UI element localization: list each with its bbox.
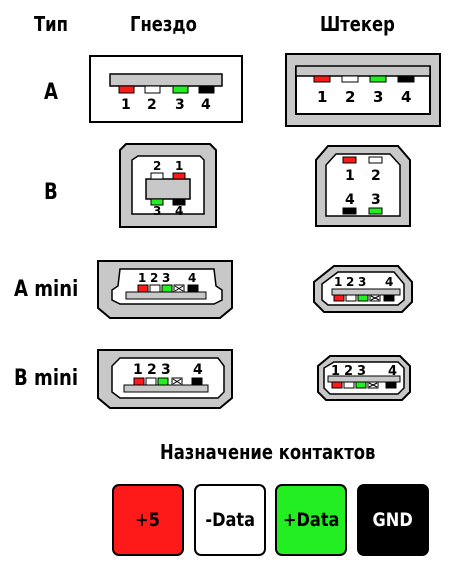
pin-number: 3 — [175, 97, 185, 113]
pin-1 — [333, 294, 345, 302]
pin-4 — [187, 284, 199, 293]
pin-number: 3 — [371, 192, 381, 208]
pin-number: 1 — [175, 159, 183, 173]
usb-b-socket: 2 1 3 4 — [119, 143, 217, 228]
usb-a-plug: 1 2 3 4 — [285, 53, 441, 127]
usb-a-socket: 1 2 3 4 — [89, 55, 243, 123]
pin-1 — [331, 381, 343, 389]
pin-4 — [342, 207, 357, 215]
pin-number: 4 — [388, 364, 397, 379]
pin-2 — [341, 75, 359, 83]
pin-2 — [368, 156, 383, 164]
pin-number: 4 — [401, 88, 411, 106]
pin-number: 2 — [147, 97, 157, 113]
legend-label-minus-data: -Data — [205, 509, 255, 531]
usb-a-mini-plug: 1 2 3 4 — [313, 265, 413, 313]
pin-number: 4 — [201, 97, 211, 113]
pin-number: 1 — [121, 97, 131, 113]
pin-2 — [345, 294, 357, 302]
pin-1 — [313, 75, 331, 83]
pin-1 — [172, 172, 186, 180]
legend-swatch-plus-data: +Data — [275, 484, 347, 556]
pin-4 — [172, 198, 186, 206]
pin-number: 2 — [344, 364, 353, 379]
pin-2 — [150, 172, 164, 180]
pin-3 — [172, 85, 189, 94]
legend-label-plus5: +5 — [135, 509, 161, 531]
pin-1 — [137, 284, 149, 293]
usb-b-plug: 1 2 4 3 — [315, 145, 411, 227]
pin-number: 4 — [175, 204, 183, 218]
pin-1 — [342, 156, 357, 164]
pin-3 — [355, 381, 367, 389]
pin-4 — [397, 75, 415, 83]
legend-label-plus-data: +Data — [282, 509, 340, 531]
row-label-b: B — [44, 180, 58, 205]
pin-2 — [149, 284, 161, 293]
pin-number: 1 — [331, 364, 340, 379]
legend-swatch-minus-data: -Data — [194, 484, 266, 556]
pin-2 — [343, 381, 355, 389]
pin-1 — [133, 377, 145, 386]
pin-1 — [118, 85, 135, 94]
legend-swatch-gnd: GND — [357, 484, 429, 556]
pin-number: 4 — [193, 362, 203, 378]
pin-number: 2 — [150, 271, 158, 285]
usb-b-mini-plug: 1 2 3 4 — [317, 355, 411, 401]
pin-3 — [157, 377, 169, 386]
row-label-a-mini: A mini — [14, 277, 79, 302]
pin-number: 2 — [147, 362, 157, 378]
pin-number: 4 — [188, 271, 196, 285]
pin-3 — [368, 207, 383, 215]
pin-4 — [198, 85, 215, 94]
pin-4 — [383, 294, 395, 302]
pin-2 — [145, 377, 157, 386]
legend-swatch-plus5: +5 — [112, 484, 184, 556]
pin-number: 4 — [345, 192, 355, 208]
row-label-a: A — [44, 80, 58, 105]
pin-number: 3 — [358, 275, 366, 289]
pin-number: 3 — [161, 362, 171, 378]
usb-a-mini-socket: 1 2 3 4 — [97, 260, 233, 319]
pin-4 — [191, 377, 203, 386]
connector-diagram: 1 2 3 4 1 2 3 4 2 1 3 4 — [89, 53, 441, 409]
pin-number: 2 — [345, 88, 355, 106]
pin-number: 2 — [153, 159, 161, 173]
pin-4 — [385, 381, 397, 389]
row-label-b-mini: B mini — [14, 366, 79, 391]
pin-3 — [357, 294, 369, 302]
pin-number: 3 — [357, 364, 366, 379]
legend-label-gnd: GND — [372, 509, 414, 531]
pin-number: 3 — [162, 271, 170, 285]
usb-b-mini-socket: 1 2 3 4 — [97, 349, 233, 409]
pin-number: 4 — [385, 275, 393, 289]
pin-3 — [161, 284, 173, 293]
pin-2 — [144, 85, 161, 94]
pin-number: 1 — [317, 88, 327, 106]
legend-title: Назначение контактов — [160, 440, 376, 464]
header-socket: Гнездо — [130, 12, 197, 36]
pin-3 — [369, 75, 387, 83]
pin-number: 2 — [346, 275, 354, 289]
pin-number: 1 — [334, 275, 342, 289]
pin-3 — [150, 198, 164, 206]
pin-number: 2 — [371, 168, 381, 184]
pin-number: 1 — [345, 168, 355, 184]
header-type: Тип — [34, 12, 69, 36]
header-plug: Штекер — [320, 12, 395, 36]
pin-number: 1 — [133, 362, 143, 378]
pin-number: 3 — [373, 88, 383, 106]
pin-number: 3 — [153, 204, 161, 218]
pin-number: 1 — [138, 271, 146, 285]
